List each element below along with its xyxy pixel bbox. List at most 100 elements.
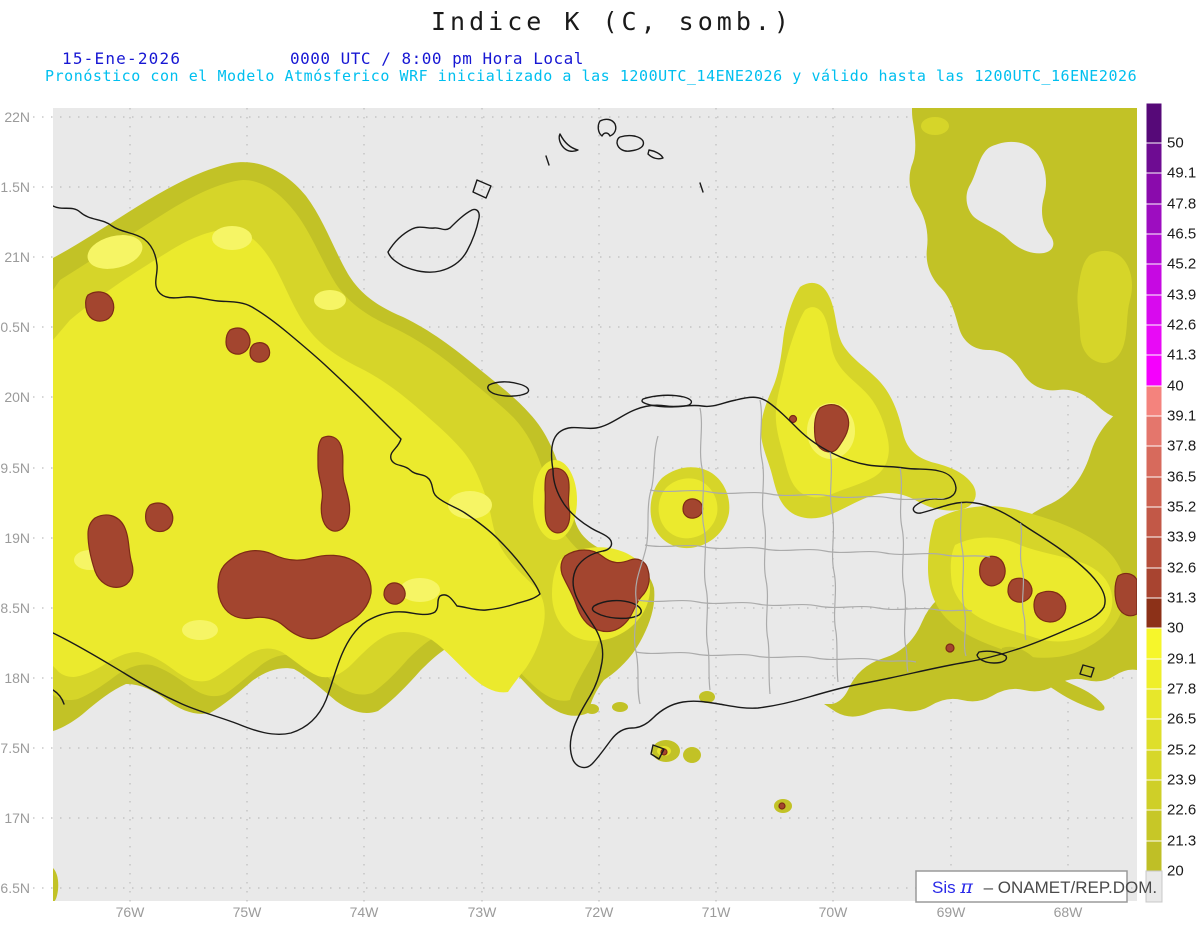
colorbar-segment xyxy=(1145,233,1163,265)
colorbar-label: 47.8 xyxy=(1167,196,1196,213)
colorbar-label: 45.2 xyxy=(1167,256,1196,273)
colorbar-segment xyxy=(1145,536,1163,569)
forecast-valid-time: 0000 UTC / 8:00 pm Hora Local xyxy=(290,49,584,68)
watermark-box: Sis π – ONAMET/REP.DOM. xyxy=(915,870,1158,903)
contour-northeast-hole xyxy=(966,141,1054,254)
colorbar-label: 42.6 xyxy=(1167,317,1196,334)
contour-region-northeast-low xyxy=(909,108,1137,419)
colorbar-label: 22.6 xyxy=(1167,802,1196,819)
grid xyxy=(33,108,1137,908)
colorbar-label: 20 xyxy=(1167,863,1184,880)
colorbar-segment xyxy=(1145,324,1163,356)
great-inagua-island xyxy=(387,208,480,273)
contour-peaks xyxy=(74,226,492,640)
coast-stub xyxy=(53,689,65,705)
lon-tick-label: 68W xyxy=(1054,904,1084,920)
colorbar-label: 36.5 xyxy=(1167,469,1196,486)
lat-tick-label: 17N xyxy=(4,810,30,826)
colorbar-segment xyxy=(1145,415,1163,447)
colorbar-label: 31.3 xyxy=(1167,590,1196,607)
lon-axis: 76W 75W 74W 73W 72W 71W 70W 69W 68W xyxy=(116,904,1084,920)
colorbar-label: 43.9 xyxy=(1167,287,1196,304)
colorbar-segment xyxy=(1145,102,1163,144)
caicos-crescent-island xyxy=(558,133,579,153)
model-init-line: Pronóstico con el Modelo Atmósferico WRF… xyxy=(45,67,1137,85)
contour-field xyxy=(53,108,1137,901)
colorbar-label: 26.5 xyxy=(1167,711,1196,728)
page-title: Indice K (C, somb.) xyxy=(431,7,793,36)
colorbar-label: 41.3 xyxy=(1167,347,1196,364)
colorbar-label: 40 xyxy=(1167,378,1184,395)
watermark-frame xyxy=(915,870,1128,903)
contour-northeast-patch xyxy=(921,117,949,135)
turks-island-tick xyxy=(699,182,704,193)
lon-tick-label: 76W xyxy=(116,904,146,920)
caicos-sliver-island xyxy=(647,149,664,160)
colorbar-label: 33.9 xyxy=(1167,529,1196,546)
contour-30plus-cores xyxy=(85,291,1137,810)
colorbar-segment xyxy=(1145,809,1163,842)
lat-tick-label: 21N xyxy=(4,249,30,265)
lat-tick-label: 9.5N xyxy=(0,460,30,476)
colorbar-label: 30 xyxy=(1167,620,1184,637)
header: Indice K (C, somb.) 15-Ene-2026 0000 UTC… xyxy=(45,7,1137,85)
colorbar-segment xyxy=(1145,294,1163,326)
colorbar-segment xyxy=(1145,385,1163,417)
lon-tick-label: 74W xyxy=(350,904,380,920)
forecast-date: 15-Ene-2026 xyxy=(62,49,181,68)
gonave-island xyxy=(591,599,642,620)
contour-region-west-high xyxy=(53,229,545,693)
lat-tick-label: 0.5N xyxy=(0,319,30,335)
colorbar-label: 29.1 xyxy=(1167,651,1196,668)
colorbar-label: 25.2 xyxy=(1167,742,1196,759)
colorbar-label: 37.8 xyxy=(1167,438,1196,455)
colorbar-segment xyxy=(1145,354,1163,387)
colorbar-segment xyxy=(1145,749,1163,781)
cuba-coastline xyxy=(53,205,541,735)
east-caicos-island xyxy=(616,134,645,152)
north-caicos-island xyxy=(597,118,617,137)
colorbar-segment xyxy=(1145,263,1163,296)
coastlines xyxy=(53,118,1106,769)
colorbar-label: 27.8 xyxy=(1167,681,1196,698)
lat-axis: 22N 1.5N 21N 0.5N 20N 9.5N 19N 8.5N 18N … xyxy=(0,109,30,896)
colorbar-label: 39.1 xyxy=(1167,408,1196,425)
lon-tick-label: 72W xyxy=(585,904,615,920)
hispaniola-coastline xyxy=(550,396,1106,769)
colorbar-segment xyxy=(1145,172,1163,205)
colorbar-segment xyxy=(1145,445,1163,478)
tortue-island xyxy=(641,394,693,408)
colorbar-segment xyxy=(1145,597,1163,629)
colorbar-label: 35.2 xyxy=(1167,499,1196,516)
watermark-pi-symbol: π xyxy=(959,876,973,898)
lat-tick-label: 8.5N xyxy=(0,600,30,616)
colorbar-segment xyxy=(1145,779,1163,811)
beata-island xyxy=(650,744,665,760)
little-inagua-island xyxy=(472,179,492,199)
lat-tick-label: 7.5N xyxy=(0,740,30,756)
colorbar-label: 50 xyxy=(1167,135,1184,152)
watermark-org: – ONAMET/REP.DOM. xyxy=(984,878,1158,897)
lat-tick-label: 22N xyxy=(4,109,30,125)
lat-tick-label: 19N xyxy=(4,530,30,546)
lat-tick-label: 20N xyxy=(4,389,30,405)
colorbar-segment xyxy=(1145,142,1163,174)
contour-north-dr-high xyxy=(775,307,889,498)
colorbar-labels: 50 49.1 47.8 46.5 45.2 43.9 42.6 41.3 40… xyxy=(1167,135,1196,880)
colorbar-segment xyxy=(1145,840,1163,872)
lon-tick-label: 73W xyxy=(468,904,498,920)
colorbar-segment xyxy=(1145,476,1163,508)
lat-tick-label: 18N xyxy=(4,670,30,686)
colorbar-label: 21.3 xyxy=(1167,833,1196,850)
colorbar-segment xyxy=(1145,718,1163,751)
colorbar-label: 46.5 xyxy=(1167,226,1196,243)
lon-tick-label: 75W xyxy=(233,904,263,920)
saona-island xyxy=(976,650,1008,664)
lat-tick-label: 6.5N xyxy=(0,880,30,896)
mona-island xyxy=(1079,664,1095,678)
lat-tick-label: 1.5N xyxy=(0,179,30,195)
colorbar-segment xyxy=(1145,203,1163,235)
lon-tick-label: 71W xyxy=(702,904,732,920)
